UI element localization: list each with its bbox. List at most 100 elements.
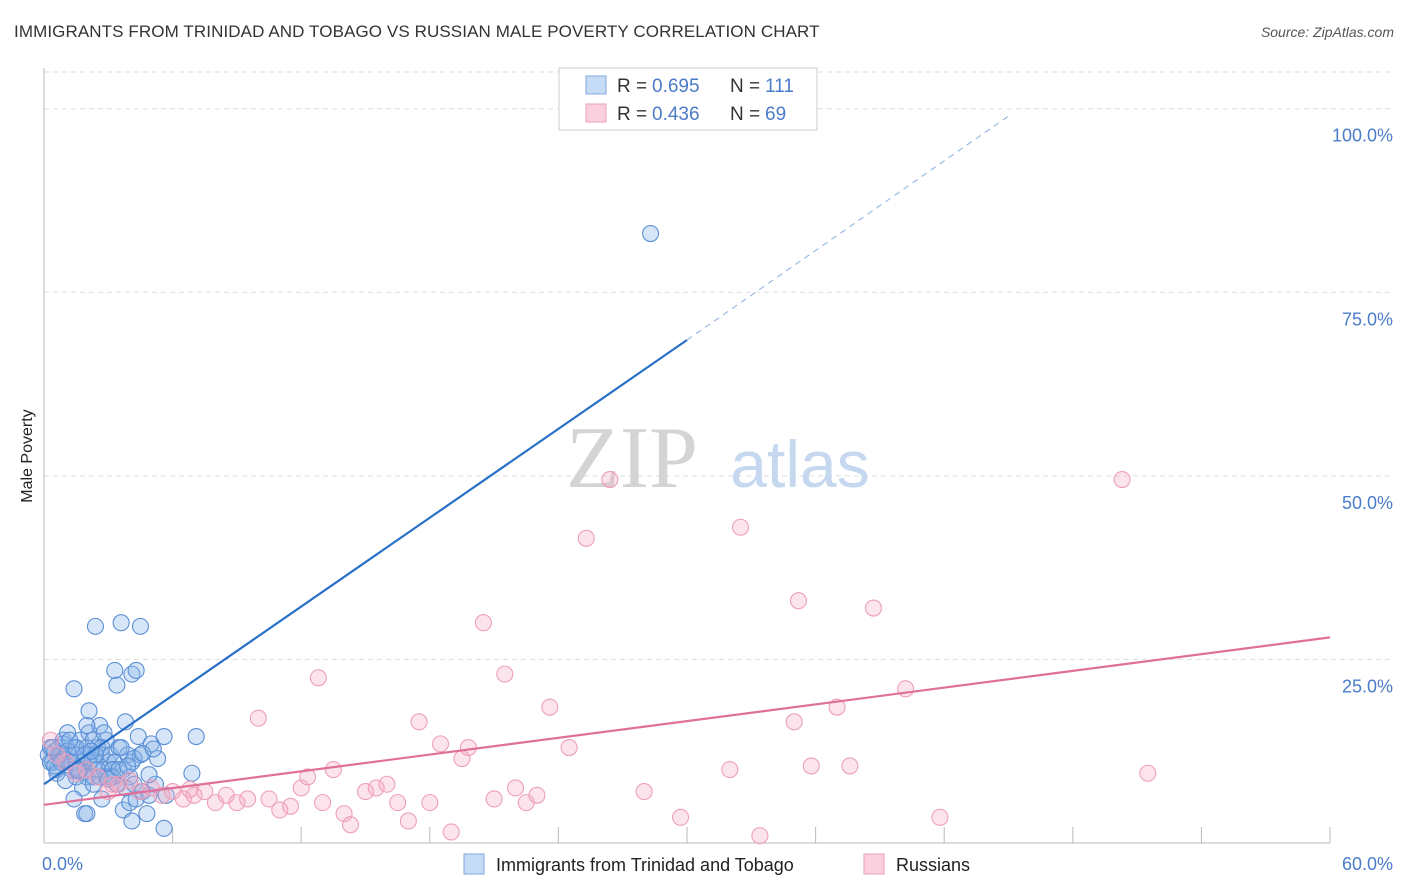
point-russians [281,797,300,815]
point-trinidad [95,724,113,742]
point-russians [672,808,690,826]
point-russians [104,775,122,793]
trend-lines [43,115,1331,806]
trend-line-trinidad [43,339,688,786]
point-trinidad [183,764,201,782]
point-russians [410,713,428,731]
bottom-legend-swatch-blue [463,853,485,875]
point-trinidad [65,790,83,808]
point-trinidad [78,805,96,823]
point-russians [1113,470,1131,489]
bottom-legend-label-1: Immigrants from Trinidad and Tobago [496,855,794,875]
point-russians [802,757,820,775]
point-russians [864,599,883,617]
point-trinidad [69,762,87,780]
point-russians [335,805,353,823]
legend-swatch-blue [585,75,607,95]
point-russians [67,764,85,782]
point-trinidad [134,744,152,762]
point-russians [174,790,192,808]
point-russians [459,738,477,757]
point-trinidad [127,661,145,679]
point-russians [110,775,128,793]
legend-n-value-1: 111 [765,76,794,97]
point-trinidad [78,716,96,735]
legend-r-label-2: R = [617,104,647,125]
point-russians [541,698,559,716]
point-russians [474,614,492,632]
point-trinidad [129,727,147,746]
trend-line-russians [43,636,1331,806]
point-russians [601,470,619,489]
point-russians [485,790,503,808]
x-tick-label-max: 60.0% [1342,854,1393,874]
tick-labels: 25.0% 50.0% 75.0% 100.0% 0.0% 60.0% [42,126,1393,874]
point-russians [389,794,407,812]
point-russians [635,783,653,801]
point-russians [299,768,317,786]
point-russians [751,827,769,845]
point-trinidad [119,757,137,775]
point-russians [378,775,396,793]
point-russians [271,801,289,819]
point-russians [89,768,107,786]
point-russians [314,794,332,812]
y-tick-label-25: 25.0% [1342,676,1393,696]
point-russians [789,592,808,610]
y-tick-label-50: 50.0% [1342,493,1393,513]
point-trinidad [642,224,660,243]
point-russians [367,779,385,797]
chart-title: IMMIGRANTS FROM TRINIDAD AND TOBAGO VS R… [14,22,820,41]
point-trinidad [155,727,173,746]
point-russians [324,761,342,779]
trend-line-trinidad-extension [686,115,1009,341]
point-trinidad [140,766,158,784]
point-russians [153,786,171,804]
point-russians [560,738,578,757]
watermark-atlas: atlas [730,427,869,501]
point-russians [181,780,199,798]
y-tick-label-100: 100.0% [1332,126,1393,146]
point-russians [528,786,546,804]
legend-r-label-1: R = [617,76,647,97]
point-russians [431,735,450,753]
point-russians [228,794,246,812]
point-trinidad [108,676,126,694]
point-trinidad [80,702,98,720]
point-russians [260,790,278,808]
point-russians [506,779,525,797]
point-russians [841,757,859,775]
point-russians [931,808,949,826]
point-russians [121,772,139,790]
legend-r-value-2: 0.436 [652,104,700,125]
point-russians [1139,764,1157,782]
point-russians [399,812,417,830]
legend-swatch-pink [585,103,607,123]
point-trinidad [131,617,149,635]
point-russians [249,709,267,727]
point-russians [309,669,327,687]
point-russians [721,761,739,779]
point-trinidad [149,750,167,768]
legend-box: R = 0.695 N = 111 R = 0.436 N = 69 [558,67,818,131]
point-trinidad [123,812,141,830]
point-russians [577,529,595,547]
bottom-legend: Immigrants from Trinidad and Tobago Russ… [463,853,970,875]
y-tick-label-75: 75.0% [1342,309,1393,329]
legend-r-value-1: 0.695 [652,76,700,97]
point-russians [239,790,257,808]
grid-lines [44,71,1392,660]
point-russians [41,731,59,749]
point-trinidad [138,805,156,823]
legend-n-label-1: N = [730,76,760,97]
point-russians [421,794,439,812]
watermark: ZIP atlas [566,410,870,507]
point-trinidad [187,727,205,746]
point-russians [732,518,750,536]
point-trinidad [65,680,83,698]
source-label: Source: ZipAtlas.com [1260,24,1394,40]
point-trinidad [61,731,79,749]
point-trinidad [106,661,124,679]
point-russians [496,665,514,683]
point-russians [442,823,460,841]
